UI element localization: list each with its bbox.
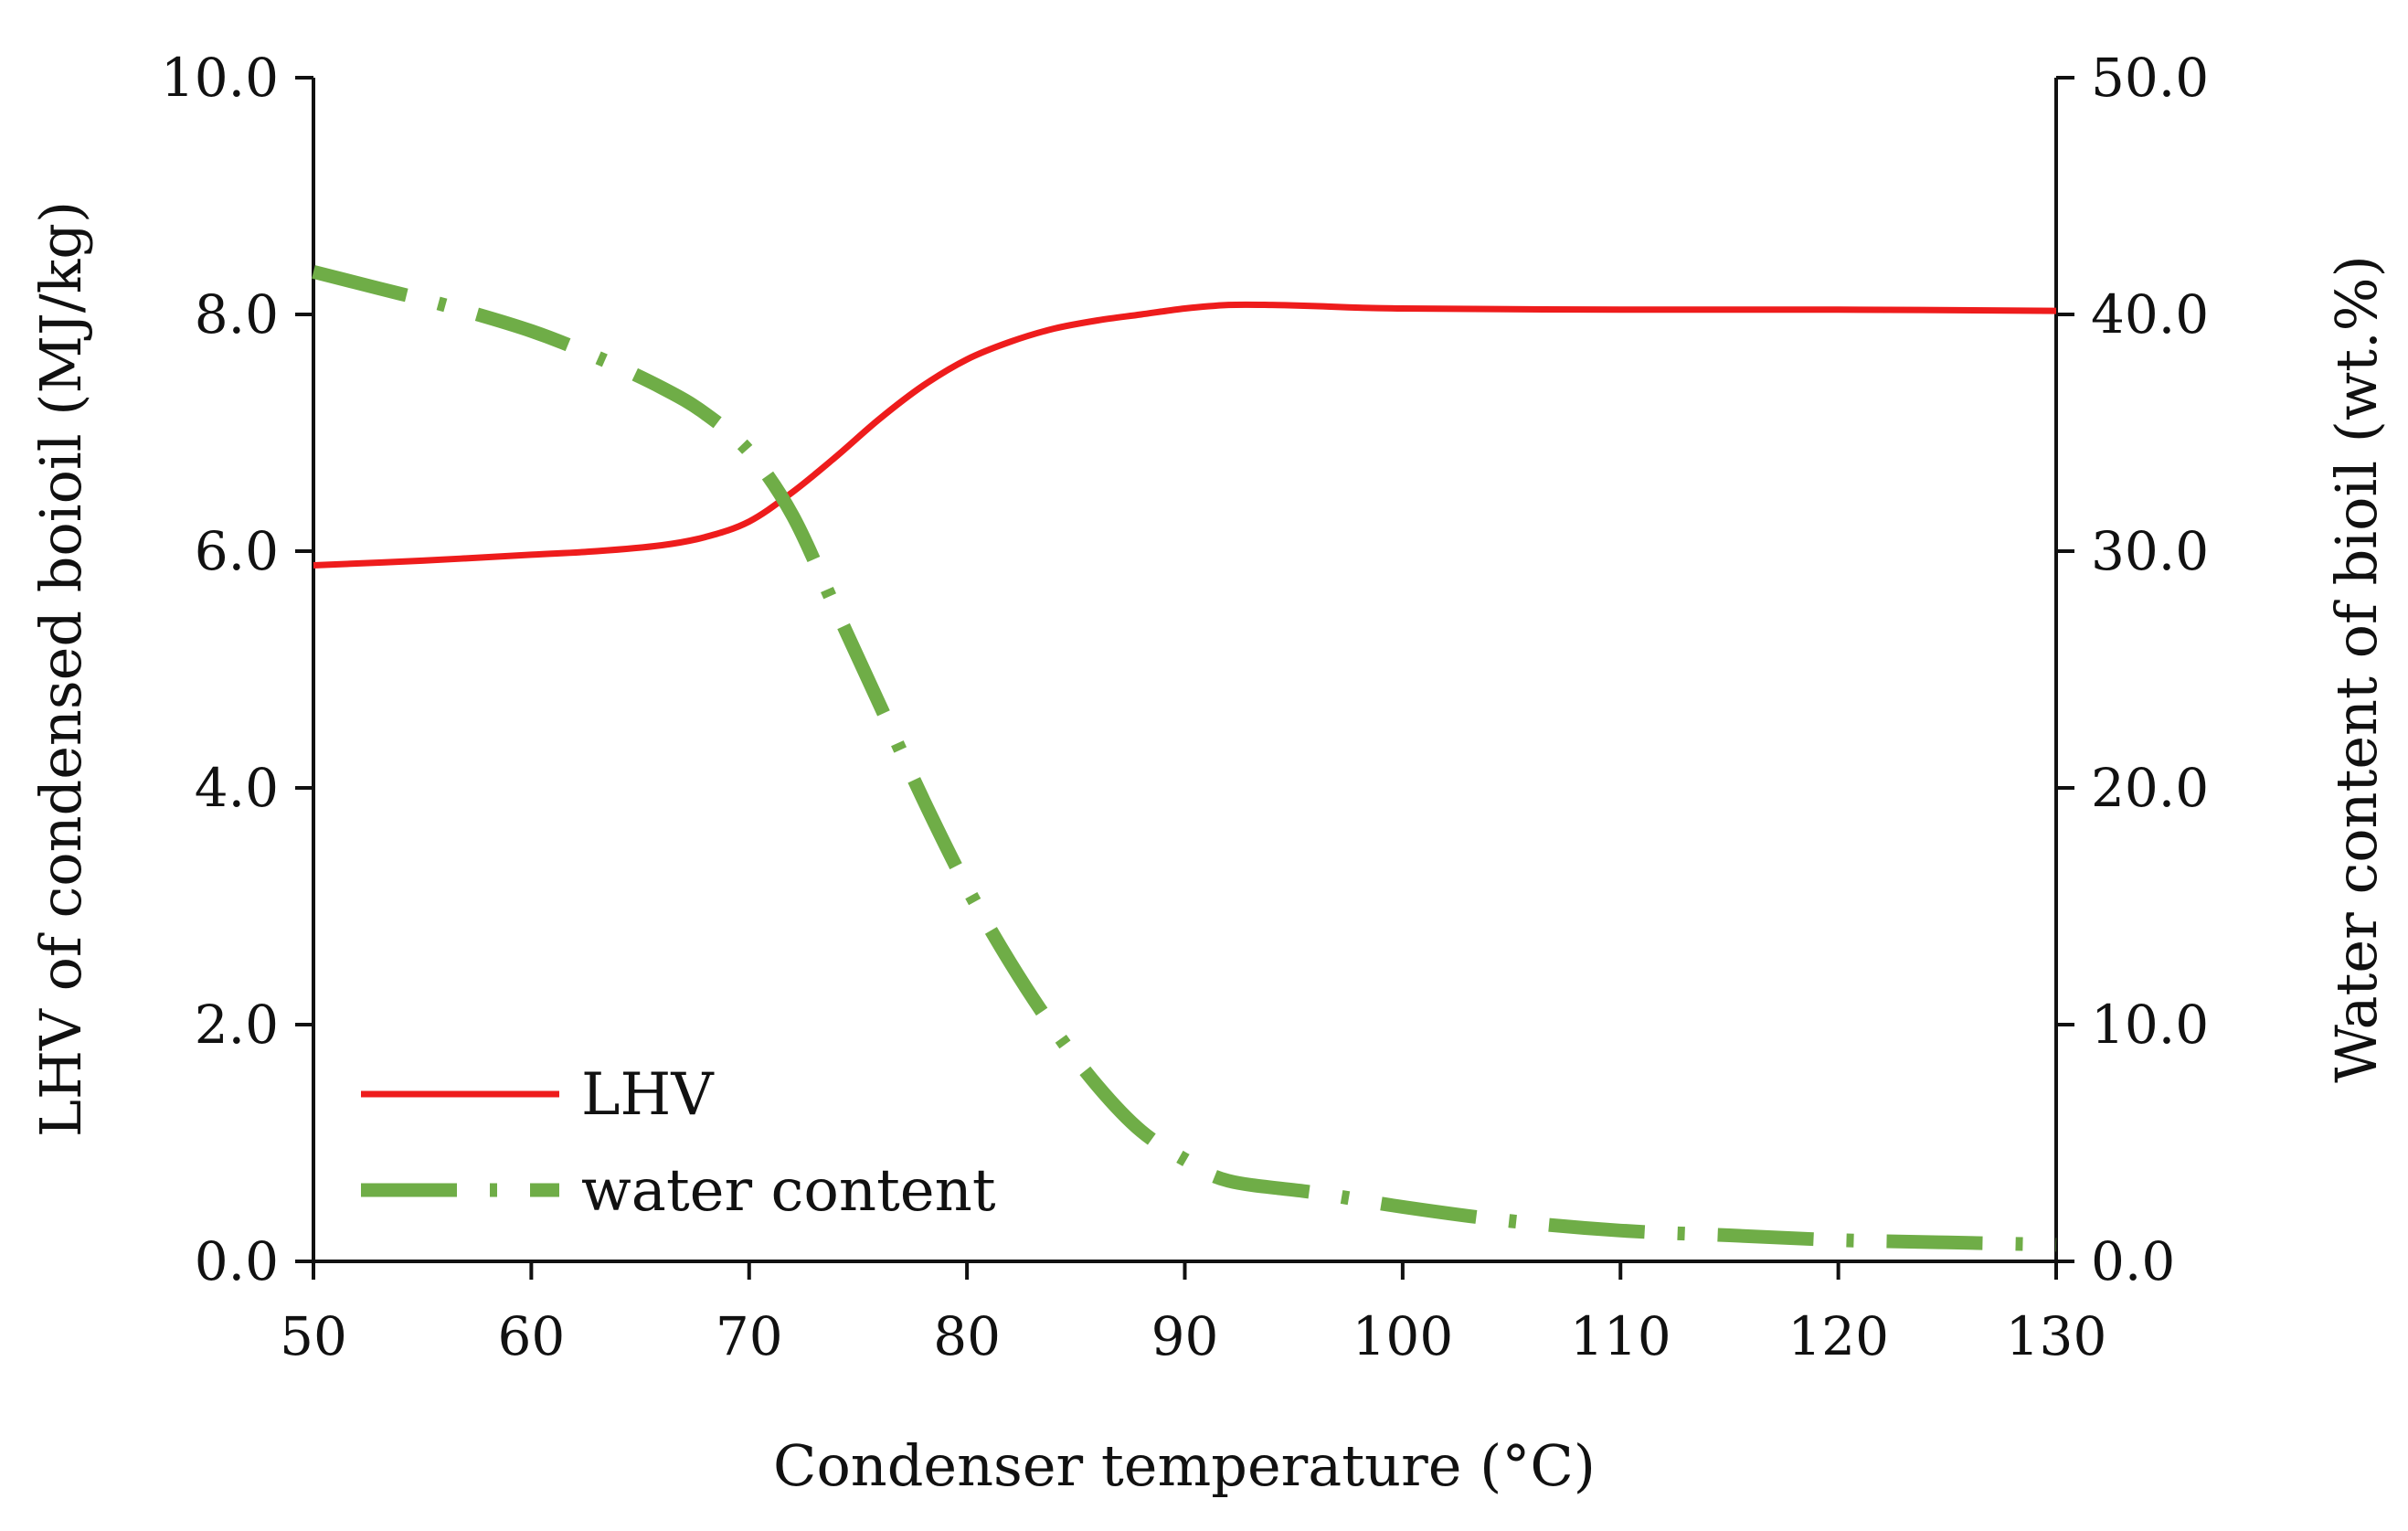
legend-lhv-label: LHV bbox=[581, 1061, 715, 1129]
right-y-tick-label: 50.0 bbox=[2091, 47, 2209, 109]
legend: LHV water content bbox=[361, 1061, 996, 1225]
x-tick-label: 60 bbox=[497, 1305, 565, 1367]
right-y-tick-label: 20.0 bbox=[2091, 757, 2209, 819]
left-y-tick-label: 10.0 bbox=[161, 47, 279, 109]
x-tick-label: 120 bbox=[1787, 1305, 1889, 1367]
series-line-lhv bbox=[313, 301, 2057, 569]
x-tick-label: 100 bbox=[1353, 1305, 1454, 1367]
left-y-tick-label: 2.0 bbox=[195, 994, 279, 1056]
left-y-tick-label: 0.0 bbox=[195, 1230, 279, 1292]
left-y-tick-label: 6.0 bbox=[195, 520, 279, 582]
left-y-tick-label: 8.0 bbox=[195, 283, 279, 346]
right-y-tick-label: 40.0 bbox=[2091, 283, 2209, 346]
right-axis-title: Water content of bioil (wt.%) bbox=[2323, 255, 2390, 1083]
x-tick-label: 110 bbox=[1570, 1305, 1671, 1367]
x-tick-label: 50 bbox=[280, 1305, 347, 1367]
legend-water-label: water content bbox=[581, 1157, 996, 1225]
x-tick-label: 90 bbox=[1151, 1305, 1219, 1367]
x-tick-label: 70 bbox=[716, 1305, 783, 1367]
left-axis-title: LHV of condensed boioil (MJ/kg) bbox=[27, 201, 94, 1137]
ticks: 50 60 70 80 90 100 110 120 130 0.0 2.0 4.0 6.0 8.0 10.… bbox=[161, 47, 2209, 1367]
x-tick-label: 130 bbox=[2006, 1305, 2107, 1367]
series bbox=[312, 265, 2057, 1252]
right-y-tick-label: 10.0 bbox=[2091, 994, 2209, 1056]
series-line-water-content bbox=[312, 265, 2057, 1252]
right-y-tick-label: 0.0 bbox=[2091, 1230, 2175, 1292]
right-y-tick-label: 30.0 bbox=[2091, 520, 2209, 582]
plot-area bbox=[312, 78, 2058, 1263]
x-tick-label: 80 bbox=[933, 1305, 1001, 1367]
x-axis-title: Condenser temperature (°C) bbox=[773, 1432, 1596, 1499]
left-y-tick-label: 4.0 bbox=[195, 757, 279, 819]
